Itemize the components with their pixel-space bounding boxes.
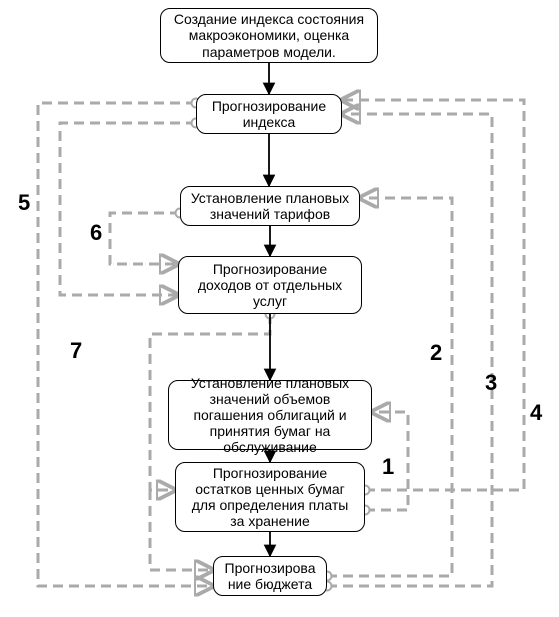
node-label: Прогнозирование индекса [205,98,333,130]
feedback-label-2: 2 [430,340,442,366]
feedback-label-1: 1 [382,454,394,480]
flowchart-canvas: { "type": "flowchart", "background_color… [0,0,559,617]
feedback-label-5: 5 [18,190,30,216]
node-create-index: Создание индекса состояния макроэкономик… [160,8,378,63]
feedback-label-6: 6 [90,220,102,246]
node-label: Прогнозирование остатков ценных бумаг дл… [184,465,356,529]
node-label: Прогнозирование доходов от отдельных усл… [187,261,353,309]
feedback-label-4: 4 [530,400,542,426]
node-label: Установление плановых значений тарифов [189,190,351,222]
node-set-volumes: Установление плановых значений объемов п… [168,380,372,450]
node-label: Создание индекса состояния макроэкономик… [169,11,369,59]
node-forecast-budget: Прогнозирова ние бюджета [213,556,327,596]
node-label: Установление плановых значений объемов п… [177,375,363,455]
node-forecast-balance: Прогнозирование остатков ценных бумаг дл… [175,462,365,532]
feedback-label-7: 7 [70,338,82,364]
feedback-label-3: 3 [485,370,497,396]
node-forecast-index: Прогнозирование индекса [196,94,342,134]
node-label: Прогнозирова ние бюджета [222,560,318,592]
node-set-tariffs: Установление плановых значений тарифов [180,186,360,226]
node-forecast-income: Прогнозирование доходов от отдельных усл… [178,256,362,314]
